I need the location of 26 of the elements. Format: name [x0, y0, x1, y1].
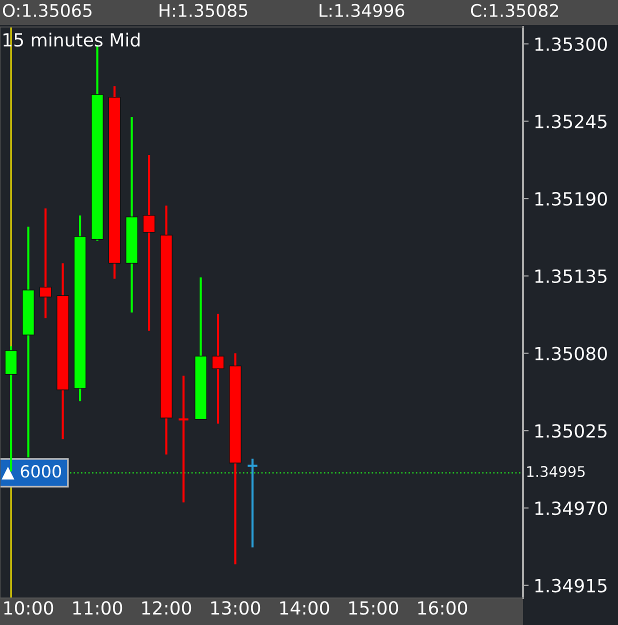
y-tick-label: 1.35135	[535, 269, 607, 284]
candlestick	[246, 458, 258, 548]
candlestick	[142, 154, 156, 332]
x-tick-label: 10:00	[4, 601, 54, 615]
ref-line-label: 1.34995	[527, 466, 585, 478]
annotation: ▲ 6000	[2, 465, 61, 480]
candlestick	[39, 207, 52, 320]
y-tick-label: 1.35300	[535, 37, 607, 51]
text: O:1.35065	[2, 4, 92, 18]
y-tick-label: 1.35080	[535, 346, 607, 360]
text: L:1.34996	[320, 4, 404, 18]
x-tick-label: 13:00	[211, 601, 260, 615]
candlestick	[178, 374, 190, 504]
x-tick-label: 14:00	[280, 601, 330, 615]
y-tick-label: 1.35190	[535, 192, 607, 206]
x-tick-label: 11:00	[73, 601, 122, 615]
y-tick-label: 1.34915	[535, 578, 607, 592]
x-tick-label: 15:00	[349, 601, 398, 615]
text: C:1.35082	[470, 4, 558, 18]
text: H:1.35085	[160, 4, 248, 18]
x-tick-label: 16:00	[418, 601, 468, 615]
y-tick-label: 1.35025	[535, 424, 607, 438]
y-tick-label: 1.35245	[535, 114, 607, 128]
candlestick	[212, 312, 224, 425]
y-tick-label: 1.34970	[535, 501, 607, 516]
x-tick-label: 12:00	[142, 601, 192, 615]
